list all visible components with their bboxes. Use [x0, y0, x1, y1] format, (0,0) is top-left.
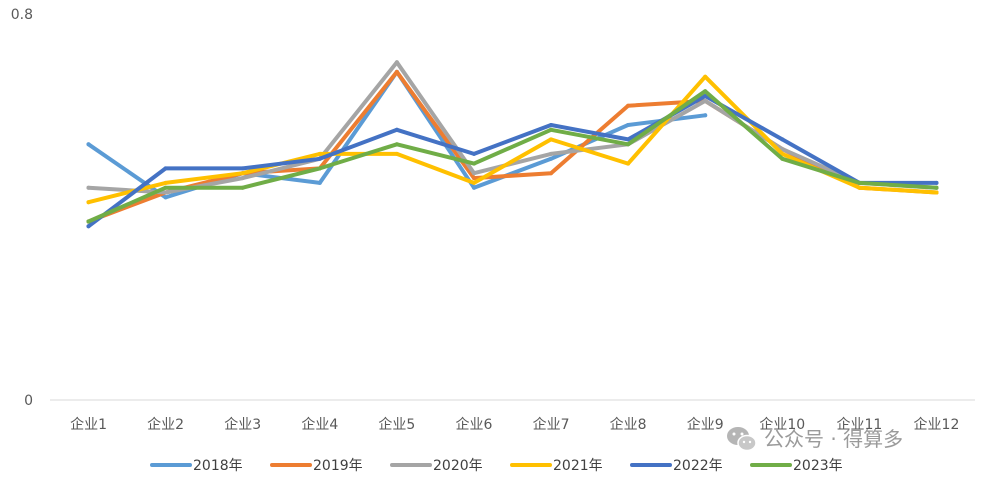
data-point [934, 185, 939, 190]
series-line [86, 74, 939, 205]
data-point [703, 89, 708, 94]
data-point [240, 171, 245, 176]
data-point [934, 180, 939, 185]
data-point [472, 161, 476, 166]
data-point [163, 190, 168, 195]
data-point [703, 98, 708, 103]
data-point [857, 185, 862, 190]
data-point [472, 176, 476, 181]
data-point [472, 151, 476, 156]
x-tick-label: 企业8 [610, 416, 647, 433]
data-point [86, 200, 91, 205]
series-lines [86, 60, 939, 229]
x-tick-label: 企业1 [70, 416, 107, 433]
data-point [86, 224, 91, 229]
data-point [472, 185, 476, 190]
data-point [163, 180, 168, 185]
x-tick-labels: 企业1 企业2 企业3 企业4 企业5 企业6 企业7 企业8 企业9 企业10 企业11 企业12 [70, 416, 959, 433]
data-point [86, 219, 91, 224]
data-point [934, 190, 939, 195]
legend-label: 2018年 [193, 458, 243, 474]
data-point [549, 137, 553, 142]
data-point [857, 180, 862, 185]
legend-label: 2021年 [553, 458, 603, 474]
legend-item: 2020年 [390, 458, 483, 474]
data-point [549, 123, 553, 127]
data-point [86, 142, 91, 147]
series-line [86, 89, 939, 224]
data-point [394, 151, 399, 156]
data-point [394, 127, 399, 132]
series-line [86, 94, 939, 229]
data-point [163, 185, 168, 190]
x-tick-label: 企业4 [301, 416, 338, 433]
data-point [626, 142, 631, 147]
series-line [86, 60, 939, 195]
x-tick-label: 企业6 [455, 416, 492, 433]
data-point [317, 151, 322, 156]
x-tick-label: 企业3 [224, 416, 261, 433]
y-tick-labels: 00.8 [11, 7, 33, 409]
data-point [703, 113, 708, 118]
legend-label: 2020年 [433, 458, 483, 474]
data-point [240, 176, 245, 181]
legend-item: 2019年 [270, 458, 363, 474]
data-point [780, 156, 785, 161]
x-tick-label: 企业2 [147, 416, 184, 433]
y-tick-label: 0 [24, 393, 33, 409]
data-point [317, 180, 322, 185]
data-point [780, 151, 785, 156]
data-point [703, 74, 708, 79]
legend-item: 2021年 [510, 458, 603, 474]
data-point [163, 166, 168, 171]
data-point [317, 166, 322, 171]
legend-label: 2019年 [313, 458, 363, 474]
x-tick-label: 企业5 [378, 416, 415, 433]
data-point [626, 161, 631, 166]
data-point [626, 103, 631, 108]
data-point [394, 142, 399, 147]
legend-item: 2023年 [750, 458, 843, 474]
data-point [549, 171, 553, 176]
data-point [394, 60, 399, 65]
data-point [780, 137, 785, 142]
data-point [549, 156, 553, 161]
legend-item: 2022年 [630, 458, 723, 474]
legend-label: 2022年 [673, 458, 723, 474]
x-tick-label: 企业10 [759, 416, 805, 433]
x-tick-label: 企业7 [533, 416, 570, 433]
x-tick-label: 企业9 [687, 416, 724, 433]
watermark-text: 公众号 · 得算多 [764, 427, 903, 451]
data-point [549, 151, 553, 156]
x-tick-label: 企业11 [836, 416, 882, 433]
data-point [317, 156, 322, 161]
y-tick-label: 0.8 [11, 7, 33, 23]
x-tick-label: 企业12 [914, 416, 960, 433]
data-point [163, 195, 168, 200]
data-point [703, 94, 708, 98]
data-point [626, 123, 631, 127]
data-point [549, 127, 553, 132]
series-5 [86, 89, 939, 224]
data-point [472, 180, 476, 185]
series-3 [86, 74, 939, 205]
data-point [240, 166, 245, 171]
legend: 2018年 2019年 2020年 2021年 2022年 2023年 [150, 458, 843, 474]
data-point [626, 137, 631, 142]
watermark: 公众号 · 得算多 [727, 427, 903, 452]
data-point [394, 69, 399, 74]
data-point [86, 185, 91, 190]
data-point [472, 171, 476, 176]
wechat-icon [727, 427, 757, 452]
legend-item: 2018年 [150, 458, 243, 474]
legend-label: 2023年 [793, 458, 843, 474]
data-point [240, 185, 245, 190]
